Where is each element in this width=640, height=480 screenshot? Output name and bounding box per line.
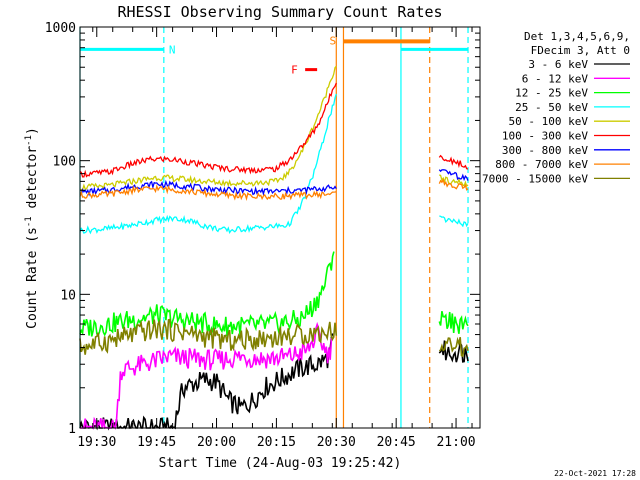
legend-label: 300 - 800 keV bbox=[502, 144, 588, 157]
x-tick-label: 21:00 bbox=[436, 435, 475, 450]
series-line-6-12-kev bbox=[80, 321, 333, 430]
y-tick-label: 10 bbox=[60, 288, 76, 303]
x-tick-label: 20:00 bbox=[197, 435, 236, 450]
legend-label: 50 - 100 keV bbox=[509, 115, 589, 128]
x-axis-label: Start Time (24-Aug-03 19:25:42) bbox=[159, 456, 402, 471]
axes: 1 10 100 1000 19:30 19:45 20:00 20:15 20:30 20:45… bbox=[45, 21, 481, 450]
series-line-50-100-kev bbox=[79, 65, 337, 191]
legend-header-line: FDecim 3, Att 0 bbox=[531, 44, 630, 57]
y-tick-label: 100 bbox=[53, 155, 76, 170]
axes-frame bbox=[79, 26, 481, 429]
y-axis-label: Count Rate (s-1 detector-1) bbox=[24, 127, 40, 329]
legend-header-line: Det 1,3,4,5,6,9, bbox=[524, 30, 630, 43]
night-bar-label: N bbox=[169, 43, 176, 56]
chart-title: RHESSI Observing Summary Count Rates bbox=[117, 3, 442, 21]
x-tick-label: 19:45 bbox=[137, 435, 176, 450]
legend-label: 25 - 50 keV bbox=[515, 101, 588, 114]
series-line-25-50-kev-after-gap bbox=[439, 215, 469, 228]
x-tick-label: 20:30 bbox=[317, 435, 356, 450]
y-tick-label: 1000 bbox=[45, 21, 76, 36]
series-line-25-50-kev bbox=[79, 93, 337, 235]
legend: Det 1,3,4,5,6,9,FDecim 3, Att 03 - 6 keV… bbox=[482, 30, 630, 185]
x-tick-label: 20:15 bbox=[257, 435, 296, 450]
saa-bar-label: S bbox=[329, 34, 336, 47]
series-line-800-7000-kev-after-gap bbox=[438, 178, 469, 191]
series-line-100-300-kev bbox=[79, 82, 337, 178]
series-line-7000-15000-kev-after-gap bbox=[438, 336, 469, 358]
series-line-800-7000-kev bbox=[79, 184, 337, 201]
legend-label: 6 - 12 keV bbox=[522, 72, 589, 85]
plot-area: N S F bbox=[79, 27, 469, 431]
series-line-300-800-kev bbox=[80, 179, 337, 197]
y-tick-label: 1 bbox=[68, 422, 76, 437]
flare-bar-label: F bbox=[291, 64, 298, 77]
legend-label: 3 - 6 keV bbox=[528, 58, 588, 71]
legend-label: 100 - 300 keV bbox=[502, 130, 588, 143]
legend-label: 12 - 25 keV bbox=[515, 87, 588, 100]
x-tick-label: 20:45 bbox=[377, 435, 416, 450]
series-line-100-300-kev-after-gap bbox=[438, 154, 469, 170]
series-line-300-800-kev-after-gap bbox=[438, 169, 469, 182]
series-line-3-6-kev-after-gap bbox=[438, 340, 469, 363]
series-line-12-25-kev bbox=[79, 251, 335, 337]
x-tick-label: 19:30 bbox=[77, 435, 116, 450]
series-line-7000-15000-kev bbox=[79, 318, 338, 355]
legend-label: 7000 - 15000 keV bbox=[482, 172, 588, 185]
footer-timestamp: 22-Oct-2021 17:28 bbox=[554, 469, 636, 478]
series-line-12-25-kev-after-gap bbox=[438, 311, 469, 334]
legend-label: 800 - 7000 keV bbox=[495, 158, 588, 171]
